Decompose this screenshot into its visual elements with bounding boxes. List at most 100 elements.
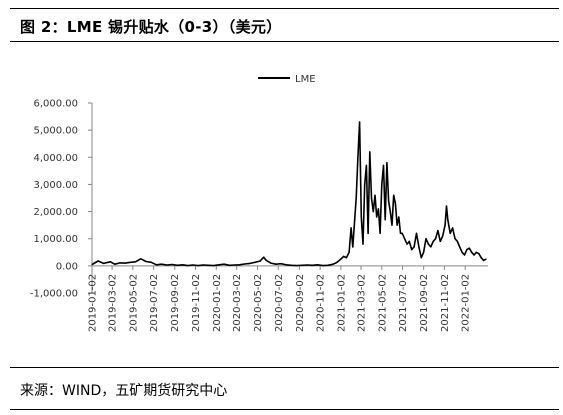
x-tick-label: 2020-09-02 [295,274,306,332]
data-point [394,202,396,204]
data-point [218,264,220,266]
data-point [171,263,173,266]
x-tick-label: 2019-07-02 [149,274,160,332]
source-divider [10,367,559,368]
data-point [352,246,354,248]
data-point [192,264,194,266]
data-point [408,240,410,242]
data-point [306,264,308,266]
data-point [485,258,487,260]
data-point [124,262,126,264]
data-point [466,249,468,251]
y-tick-label: 6,000.00 [33,99,78,110]
data-point [160,263,163,265]
data-point [370,197,373,199]
data-point [155,264,157,266]
data-point [202,264,204,266]
data-point [182,264,184,266]
data-point [365,164,367,166]
data-point [423,251,425,253]
data-point [376,216,378,218]
data-point [478,253,480,255]
data-point [377,208,379,210]
data-point [213,265,215,267]
data-point [430,246,432,248]
x-tick-label: 2021-03-02 [356,274,367,332]
data-point [473,254,475,256]
data-point [311,264,313,266]
figure-frame: 图 2：LME 锡升贴水（0-3）（美元） 6,000.00 5,000.00 4,… [10,8,559,410]
data-point [91,263,93,266]
figure-title: 图 2：LME 锡升贴水（0-3）（美元） [20,18,282,36]
data-point [345,257,347,259]
data-point [270,262,272,264]
data-point [263,256,265,258]
data-point [382,164,385,166]
data-point [388,200,390,202]
data-point [350,227,352,229]
data-point [442,235,444,237]
x-tick-label: 2020-01-02 [212,274,223,332]
y-tick-label: 1,000.00 [33,234,78,245]
data-point [322,265,324,267]
y-tick-label: 0.00 [56,261,78,272]
data-point [391,224,393,226]
data-point [468,247,470,249]
data-point [343,255,345,257]
data-point [454,238,456,240]
data-point [254,261,256,263]
data-point [348,251,350,253]
x-tick-label: 2020-11-02 [316,274,327,332]
data-point [456,240,458,242]
x-tick-label: 2019-05-02 [128,274,139,332]
x-tick-label: 2022-01-02 [461,274,472,332]
y-tick-label: 2,000.00 [33,207,78,218]
data-point [372,211,374,213]
y-tick-label: -1,000.00 [30,289,78,300]
data-point [316,264,318,266]
data-point [399,232,402,234]
data-point [396,224,398,226]
data-point [413,246,415,248]
data-point [357,156,359,158]
x-tick-label: 2021-07-02 [398,274,409,332]
data-point [259,260,261,262]
data-point [439,240,441,242]
x-tick-label: 2020-03-02 [232,274,243,332]
data-point [471,251,473,253]
data-point [362,243,364,245]
x-tick-label: 2021-11-02 [440,274,451,332]
data-point [480,257,482,259]
data-point [243,263,246,265]
x-tick-label: 2019-11-02 [191,274,202,332]
data-point [381,183,383,185]
data-point [187,265,189,267]
data-point [280,263,282,265]
data-point [415,232,418,234]
data-point [461,251,463,253]
data-point [140,258,142,260]
data-point [285,264,287,266]
x-tick-label: 2019-01-02 [88,274,99,332]
data-point [379,232,381,234]
y-tick-label: 5,000.00 [33,126,78,137]
data-point [265,259,267,261]
legend-label-lme: LME [295,74,316,85]
data-point [367,232,369,234]
data-point [427,243,429,245]
data-point [166,264,168,266]
data-point [364,183,366,185]
data-point [135,261,137,263]
data-point [483,259,485,261]
data-point [197,265,199,267]
data-point [119,262,121,264]
series-line-lme [91,121,487,267]
data-point [401,232,403,234]
x-tick-label: 2021-05-02 [377,274,388,332]
data-point [234,264,236,266]
data-point [335,262,338,264]
data-point [301,264,303,266]
data-point [445,205,448,207]
y-tick-label: 4,000.00 [33,153,78,164]
data-point [353,221,356,223]
